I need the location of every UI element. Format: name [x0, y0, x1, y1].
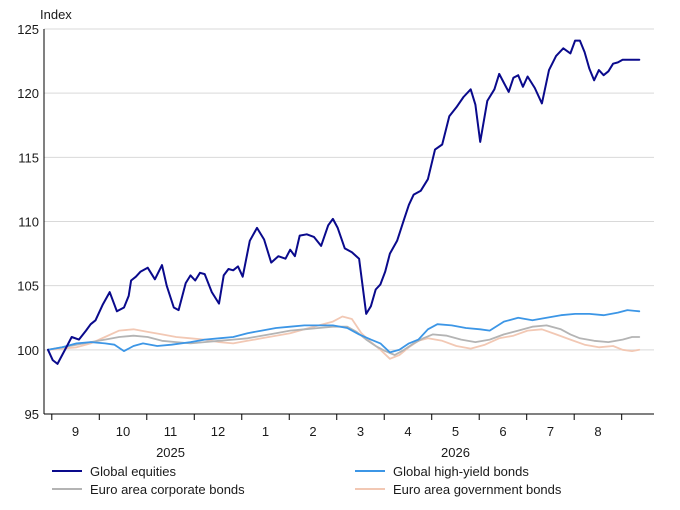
gridlines [44, 28, 654, 415]
legend-item-euro-area-corporate-bonds: Euro area corporate bonds [52, 480, 245, 498]
legend-swatch-euro-area-corporate-bonds [52, 488, 82, 490]
series-lines [47, 39, 641, 365]
x-tick-label: 12 [211, 424, 225, 439]
x-tick-label: 11 [164, 424, 178, 439]
series-line-euro-area-corporate-bonds [47, 324, 641, 356]
y-axis: 95 100 105 110 115 120 125 [17, 22, 45, 422]
series-line-global-equities [47, 39, 641, 365]
legend-item-global-equities: Global equities [52, 462, 176, 480]
y-tick-label: 110 [18, 215, 39, 230]
x-year-label: 2026 [441, 445, 470, 460]
x-tick-label: 7 [547, 424, 554, 439]
x-tick-label: 1 [262, 424, 269, 439]
y-axis-label: Index [40, 7, 72, 22]
legend-item-euro-area-government-bonds: Euro area government bonds [355, 480, 561, 498]
y-tick-label: 120 [17, 86, 39, 101]
legend-swatch-global-high-yield-bonds [355, 470, 385, 472]
x-tick-label: 8 [594, 424, 601, 439]
x-tick-label: 10 [116, 424, 130, 439]
legend: Global equities Global high-yield bonds … [52, 462, 672, 502]
x-tick-label: 4 [404, 424, 411, 439]
legend-label: Global equities [90, 463, 176, 479]
legend-label: Global high-yield bonds [393, 463, 529, 479]
y-tick-label: 95 [25, 407, 39, 422]
legend-swatch-global-equities [52, 470, 82, 472]
x-tick-label: 6 [499, 424, 506, 439]
legend-swatch-euro-area-government-bonds [355, 488, 385, 490]
series-line-global-high-yield-bonds [47, 309, 641, 354]
legend-label: Euro area government bonds [393, 481, 562, 497]
series-line-euro-area-government-bonds [47, 315, 641, 360]
y-tick-label: 105 [17, 279, 39, 294]
x-tick-label: 3 [357, 424, 364, 439]
x-tick-label: 2 [309, 424, 316, 439]
x-tick-label: 5 [452, 424, 459, 439]
y-tick-label: 100 [17, 343, 39, 358]
y-tick-label: 125 [17, 22, 39, 37]
x-year-label: 2025 [156, 445, 185, 460]
x-tick-label: 9 [72, 424, 79, 439]
legend-label: Euro area corporate bonds [90, 481, 245, 497]
legend-item-global-high-yield-bonds: Global high-yield bonds [355, 462, 529, 480]
y-tick-label: 115 [18, 150, 39, 165]
